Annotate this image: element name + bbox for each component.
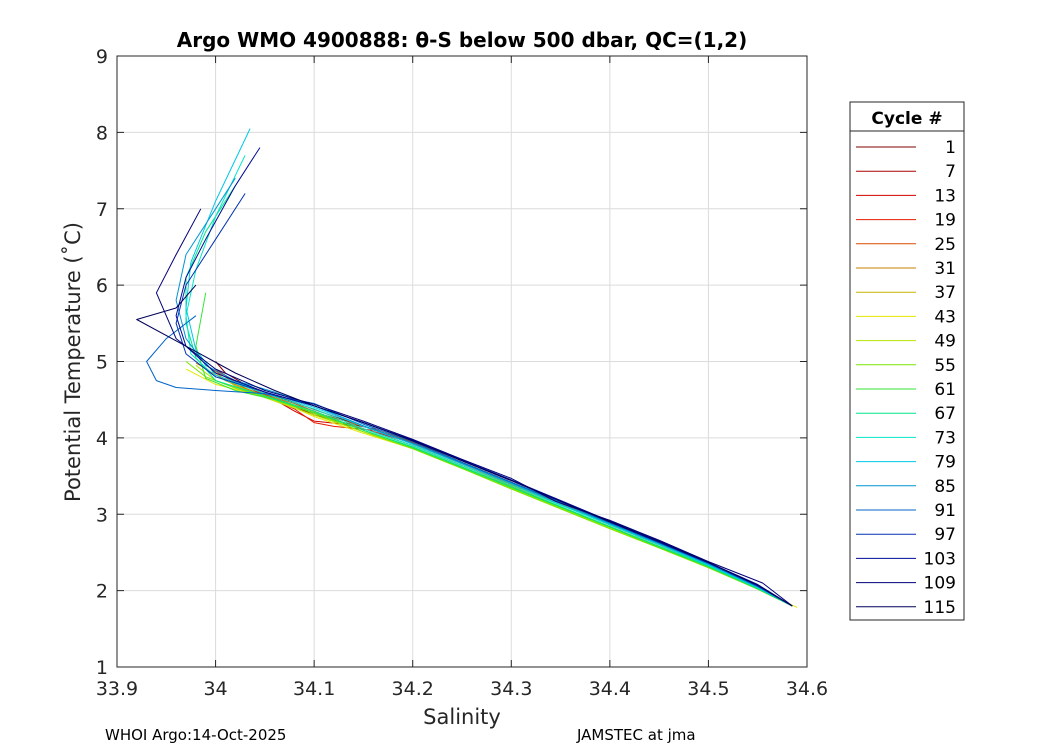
y-tick-label: 1 [96,657,108,679]
legend-entry-label: 61 [934,380,956,400]
legend-entry-label: 7 [945,162,956,182]
x-axis-label: Salinity [423,705,501,729]
legend-entry-label: 67 [934,404,956,424]
legend-title: Cycle # [871,109,942,129]
series-line-cycle-85 [175,177,793,607]
x-tick-label: 33.9 [96,678,138,700]
x-tick-label: 34.2 [392,678,434,700]
legend-box [849,101,965,621]
footer-right: JAMSTEC at jma [577,726,696,744]
legend-entry-label: 43 [934,307,956,327]
series-layer [136,128,798,608]
x-tick-label: 34.4 [589,678,631,700]
y-tick-label: 8 [96,122,108,144]
series-line-cycle-55 [185,361,793,607]
legend-entry-label: 73 [934,428,956,448]
y-tick-label: 9 [96,46,108,68]
series-line-cycle-61 [195,292,793,607]
series-line-cycle-115 [136,284,793,607]
y-axis-label: Potential Temperature (˚C) [61,222,85,502]
legend-entry-label: 49 [934,332,956,352]
legend-entry-label: 37 [934,283,956,303]
y-tick-label: 6 [96,275,108,297]
x-tick-label: 34.5 [687,678,729,700]
legend-entry-label: 115 [924,598,956,618]
y-tick-label: 2 [96,581,108,603]
x-tick-label: 34.1 [293,678,335,700]
legend-entry-label: 85 [934,477,956,497]
x-tick-label: 34.6 [786,678,828,700]
legend-entry-label: 25 [934,235,956,255]
y-tick-label: 4 [96,428,108,450]
legend-entry-label: 55 [934,356,956,376]
y-tick-label: 3 [96,504,108,526]
legend-entry-label: 103 [924,549,956,569]
chart-title: Argo WMO 4900888: θ-S below 500 dbar, QC… [177,28,747,52]
legend-entry-label: 97 [934,525,956,545]
legend-entry-label: 109 [924,574,956,594]
series-line-cycle-109 [155,208,793,607]
legend-entry-label: 19 [934,211,956,231]
y-tick-label: 7 [96,199,108,221]
x-tick-label: 34 [203,678,227,700]
x-tick-label: 34.3 [490,678,532,700]
series-line-cycle-79 [185,128,793,607]
y-tick-label: 5 [96,352,108,374]
footer-left: WHOI Argo:14-Oct-2025 [105,726,287,744]
legend-entry-label: 79 [934,453,956,473]
legend-entry-label: 31 [934,259,956,279]
legend-entry-label: 1 [945,138,956,158]
legend-entry-label: 91 [934,501,956,521]
legend: Cycle #1 7 13 19 25 31 37 43 49 55 61 67 73 79 85 91 97 1… [849,101,965,621]
legend-entry-label: 13 [934,186,956,206]
series-line-cycle-73 [185,155,793,607]
